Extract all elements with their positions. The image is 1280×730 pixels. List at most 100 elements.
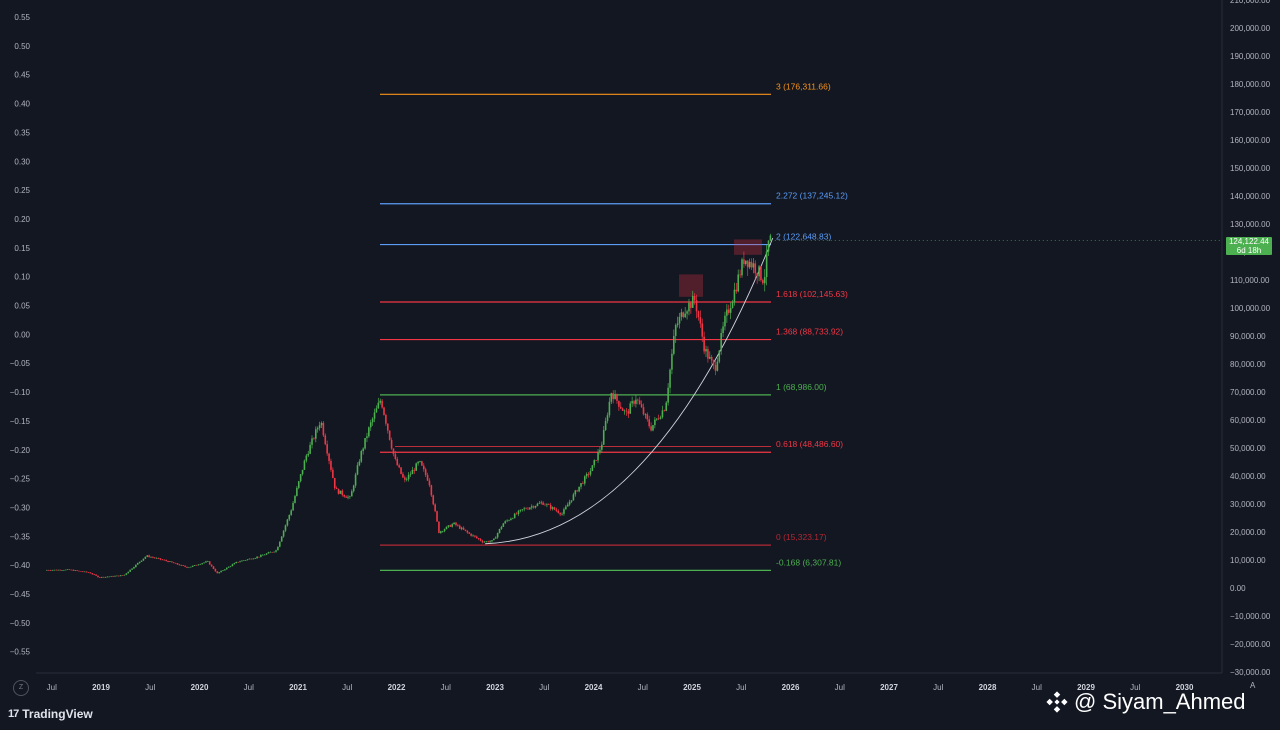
x-axis-tick: Jul [342, 683, 352, 692]
candle-body [517, 510, 520, 514]
candle-body [296, 487, 298, 496]
candle-body [667, 387, 669, 403]
fib-level-label: 2.272 (137,245.12) [776, 191, 848, 201]
candle-body [159, 558, 162, 560]
candle-body [135, 564, 137, 568]
candle-body [669, 369, 671, 388]
candle-body [116, 575, 118, 577]
candle-body [746, 260, 749, 268]
candle-body [449, 525, 452, 527]
x-axis-tick: Jul [1130, 683, 1140, 692]
candle-body [305, 455, 308, 461]
candle-body [385, 414, 387, 424]
right-axis-tick: −30,000.00 [1230, 668, 1271, 677]
x-axis-tick: Jul [638, 683, 648, 692]
candle-body [709, 356, 711, 359]
right-axis-tick: 80,000.00 [1230, 360, 1266, 369]
candle-body [243, 560, 245, 561]
candle-body [532, 506, 535, 508]
candle-body [371, 418, 374, 423]
candle-body [324, 435, 327, 445]
left-axis-tick: −0.15 [10, 417, 31, 426]
candle-body [610, 393, 613, 402]
right-axis-tick: 60,000.00 [1230, 416, 1266, 425]
candle-body [525, 508, 527, 510]
candle-body [379, 400, 382, 403]
candle-body [527, 508, 529, 510]
candle-body [729, 308, 732, 313]
x-axis-tick: Jul [835, 683, 845, 692]
fibonacci-extension[interactable]: 3 (176,311.66) 2.272 (137,245.12) 2 (122,6… [380, 81, 848, 571]
candle-body [637, 399, 639, 401]
auto-scale-button[interactable]: A [1250, 681, 1256, 690]
candle-body [218, 572, 220, 574]
candle-body [290, 510, 292, 515]
candle-body [80, 571, 82, 572]
candle-body [222, 570, 224, 571]
candle-body [477, 538, 480, 540]
candlestick-series [46, 233, 1222, 579]
candle-body [585, 473, 588, 477]
candle-body [566, 504, 569, 507]
candle-body [328, 453, 330, 461]
candle-body [76, 570, 78, 571]
candle-body [400, 467, 402, 474]
x-axis: Jul 2019 Jul 2020 Jul 2021 Jul 2022 Jul 2023 Jul 20… [47, 683, 1194, 692]
watermark-text: @ Siyam_Ahmed [1074, 689, 1246, 714]
candle-body [582, 483, 584, 484]
resistance-zones [679, 239, 762, 297]
candle-body [661, 410, 664, 418]
candle-body [394, 454, 397, 459]
candle-body [765, 251, 768, 278]
candle-body [208, 561, 211, 565]
candle-body [769, 235, 772, 241]
x-axis-tick: Jul [145, 683, 155, 692]
candle-body [318, 425, 321, 429]
x-axis-tick: 2029 [1077, 683, 1095, 692]
candle-body [392, 448, 395, 455]
candle-body [292, 502, 294, 511]
candle-body [690, 302, 692, 308]
candle-body [311, 438, 313, 445]
candle-body [301, 469, 304, 475]
candle-body [133, 567, 135, 569]
candle-body [756, 273, 758, 277]
candle-body [494, 537, 497, 539]
candle-body [413, 469, 416, 471]
candle-body [502, 523, 505, 527]
candle-body [710, 356, 713, 361]
candle-body [337, 489, 340, 494]
x-axis-tick: 2025 [683, 683, 701, 692]
fib-level-label: -0.168 (6,307.81) [776, 557, 841, 567]
candle-body [148, 555, 150, 558]
candle-body [648, 419, 650, 427]
candle-body [422, 465, 425, 470]
left-axis-tick: 0.15 [14, 244, 30, 253]
candle-body [210, 564, 213, 567]
candle-body [127, 571, 130, 574]
candle-body [633, 401, 635, 404]
candle-body [466, 530, 469, 533]
zoom-reset-icon[interactable]: Z [13, 680, 29, 696]
candle-body [61, 570, 63, 571]
left-axis-tick: −0.20 [10, 446, 31, 455]
candle-body [519, 509, 522, 511]
candle-body [271, 552, 274, 553]
right-axis-tick: 140,000.00 [1230, 192, 1271, 201]
fib-level-label: 1.368 (88,733.92) [776, 327, 843, 337]
candle-body [625, 410, 628, 412]
candle-body [443, 529, 446, 532]
left-axis-tick: 0.50 [14, 42, 30, 51]
candle-body [733, 289, 736, 303]
candle-body [220, 570, 222, 573]
candle-body [254, 558, 256, 559]
left-axis-tick: −0.05 [10, 359, 31, 368]
candle-body [267, 552, 270, 554]
candle-body [405, 479, 408, 480]
parabolic-support-curve[interactable] [485, 237, 774, 545]
candle-body [167, 560, 169, 562]
left-axis-tick: −0.40 [10, 561, 31, 570]
right-axis-tick: 90,000.00 [1230, 332, 1266, 341]
candle-body [404, 477, 406, 480]
